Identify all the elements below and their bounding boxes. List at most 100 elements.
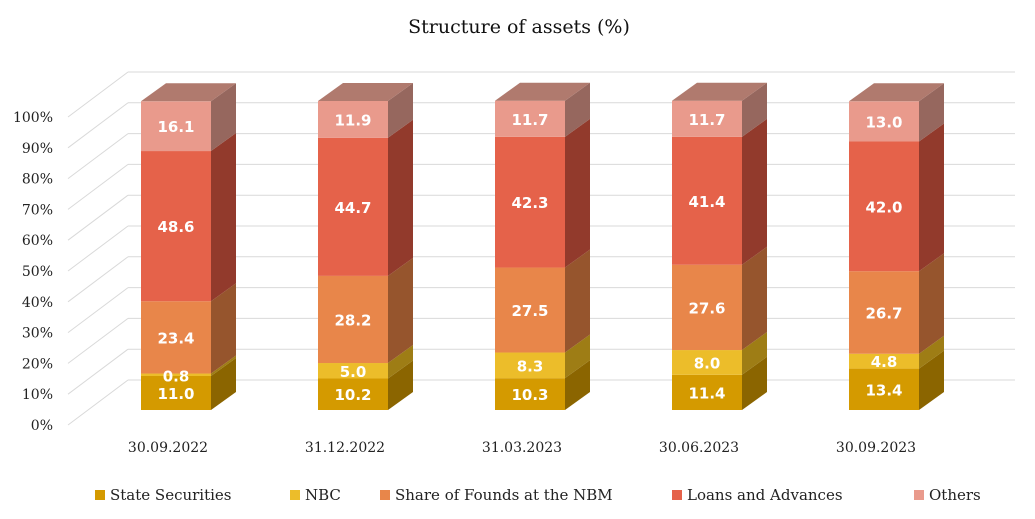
bar-segment-front [672,100,742,137]
x-tick-label: 31.12.2022 [305,440,385,456]
bar-segment-front [672,374,742,410]
y-tick-label: 30% [22,326,53,342]
x-tick-label: 31.03.2023 [482,440,562,456]
data-label: 11.0 [157,385,194,403]
gridline-diagonal [67,71,129,118]
bar-segment-side [565,334,590,379]
bar-segment-front [141,101,211,152]
data-label: 26.7 [865,305,902,323]
legend-label: Others [929,486,981,504]
legend-item: Others [914,486,981,504]
data-label: 42.0 [865,198,902,216]
legend-label: Share of Founds at the NBM [395,486,613,504]
gridline-diagonal [67,133,129,180]
bar-segment-side [211,133,236,302]
data-label: 10.3 [511,386,548,404]
y-tick-label: 90% [22,141,53,157]
data-label: 13.0 [865,113,902,131]
legend-swatch [672,490,682,500]
y-axis: 0% 10% 20% 30% 40% 50% 60% 70% 80% 90% 100% [13,110,53,434]
data-label: 8.0 [694,354,721,372]
legend-swatch [95,490,105,500]
y-tick-label: 40% [22,295,53,311]
bar-top [495,82,590,101]
y-tick-label: 0% [31,418,53,434]
legend-swatch [380,490,390,500]
y-tick-label: 20% [22,356,53,372]
bar-segment-side [565,360,590,410]
data-label: 10.2 [334,386,371,404]
bar-segment-front [318,363,388,379]
data-label: 41.4 [688,193,725,211]
bar-stack: 11.00.8 23.4 48.6 16.1 [141,83,236,410]
legend-swatch [914,490,924,500]
bar-segment-front [849,141,919,272]
bar-top [318,83,413,101]
bar-stack: 10.3 8.3 27.5 42.3 11.7 [495,82,590,410]
data-label: 5.0 [340,363,367,381]
x-tick-label: 30.06.2023 [659,440,739,456]
bar-stack: 11.4 8.0 27.6 41.4 11.7 [672,82,767,410]
bar-segment-side [388,360,413,410]
bar-segment-side [742,82,767,137]
gridline-diagonal [67,225,129,272]
y-tick-label: 70% [22,202,53,218]
bar-segment-side [742,356,767,410]
data-label: 8.3 [517,357,544,375]
bar-segment-side [919,335,944,369]
bar-segment-side [211,83,236,152]
bar-segment-side [565,118,590,268]
bar-segment-side [388,119,413,276]
bar-segment-side [211,355,236,377]
bar-segment-side [388,83,413,138]
gridline-diagonal [67,317,129,364]
data-label: 11.9 [334,111,371,129]
gridline-diagonal [67,102,129,149]
gridline-diagonal [67,194,129,241]
bar-segment-front [495,100,565,137]
y-tick-label: 10% [22,387,53,403]
gridline-diagonal [67,163,129,210]
x-axis: 30.09.2022 31.12.2022 31.03.2023 30.06.2023… [128,440,916,456]
data-label: 11.4 [688,384,725,402]
data-label: 0.8 [163,368,190,386]
bar-top [849,83,944,102]
bar-segment-front [849,271,919,354]
bar-segment-front [495,267,565,353]
bar-segment-front [672,350,742,375]
bar-stack: 13.4 4.8 26.7 42.0 13.0 [849,83,944,410]
bar-segment-side [388,257,413,364]
data-label: 4.8 [871,353,898,371]
data-label: 11.7 [511,111,548,129]
y-tick-label: 60% [22,233,53,249]
legend-label: State Securities [110,486,232,504]
bar-segment-side [742,118,767,265]
legend-label: NBC [305,486,341,504]
legend-item: State Securities [95,486,232,504]
gridline-diagonal [67,348,129,395]
legend-item: Loans and Advances [672,486,843,504]
bar-segment-side [919,350,944,410]
bar-segment-front [849,101,919,142]
data-label: 27.5 [511,302,548,320]
bar-stack: 10.2 5.0 28.2 44.7 11.9 [318,83,413,410]
data-label: 27.6 [688,299,725,317]
data-label: 48.6 [157,218,194,236]
bar-segment-front [318,378,388,410]
bar-segment-front [141,301,211,374]
bar-segment-front [672,264,742,351]
bar-segment-side [211,358,236,410]
data-label: 23.4 [157,329,194,347]
bar-segment-side [742,332,767,375]
gridline-diagonal [67,287,129,334]
y-tick-label: 80% [22,172,53,188]
bar-segment-front [495,378,565,410]
data-label: 13.4 [865,381,902,399]
bar-segment-side [919,83,944,142]
legend: State Securities NBC Share of Founds at th… [0,486,1035,510]
bar-segment-side [388,345,413,379]
bar-top [141,83,236,102]
data-label: 44.7 [334,199,371,217]
bar-segment-front [141,151,211,302]
data-label: 28.2 [334,311,371,329]
